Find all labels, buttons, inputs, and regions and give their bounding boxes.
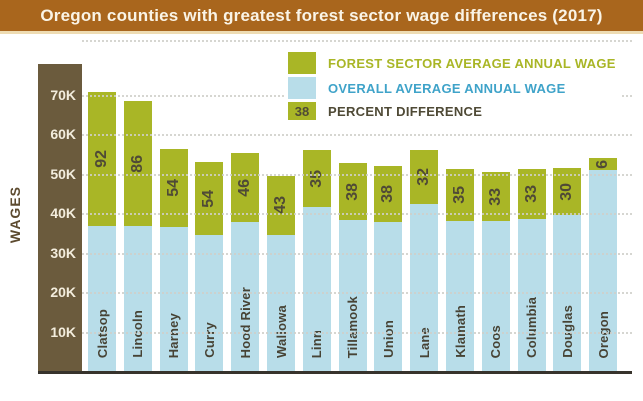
county-label-wrap-coos: Coos <box>482 221 510 358</box>
bar-forest-segment-hood-river: 46 <box>231 153 260 223</box>
percent-difference-label: 30 <box>558 182 576 201</box>
county-label: Coos <box>488 324 504 358</box>
bar-forest-segment-tillamook: 38 <box>338 162 367 221</box>
bar-forest-segment-wallowa: 43 <box>267 175 295 235</box>
legend-label-forest: FOREST SECTOR AVERAGE ANNUAL WAGE <box>328 55 616 71</box>
county-label-wrap-linn: Linn <box>303 207 331 358</box>
bar-forest-segment-columbia: 33 <box>517 169 546 220</box>
gridline-40K <box>82 213 632 215</box>
gridline-30K <box>82 252 632 255</box>
gridline-60K <box>82 134 632 136</box>
bar-overall-segment-clatsop <box>88 225 116 371</box>
y-tick-label: 20K <box>50 284 76 300</box>
legend-label-overall: OVERALL AVERAGE ANNUAL WAGE <box>328 80 566 96</box>
legend-label-percent: PERCENT DIFFERENCE <box>328 103 483 119</box>
bar-forest-segment-linn: 35 <box>302 149 331 208</box>
y-tick-label: 50K <box>50 165 76 182</box>
percent-difference-label: 92 <box>93 149 110 168</box>
percent-difference-label: 86 <box>128 154 146 173</box>
bar-overall-segment-columbia <box>517 219 546 371</box>
percent-difference-label: 38 <box>343 182 361 201</box>
county-label-wrap-oregon: Oregon <box>589 170 617 358</box>
county-label-wrap-tillamook: Tillamook <box>339 220 367 358</box>
gridline-20K <box>82 292 632 294</box>
bar-forest-segment-oregon: 6 <box>589 158 618 171</box>
county-label: Tillamook <box>345 295 361 358</box>
y-axis-title-wrap: WAGES <box>6 170 24 260</box>
county-label: Columbia <box>524 297 540 358</box>
county-label: Harney <box>166 312 182 358</box>
bar-forest-segment-lane: 32 <box>410 149 439 204</box>
county-label: Curry <box>201 322 217 358</box>
bar-overall-segment-lincoln <box>123 226 152 371</box>
percent-difference-label: 6 <box>594 159 612 169</box>
bar-overall-segment-linn <box>302 207 331 371</box>
y-axis-title: WAGES <box>7 186 23 244</box>
percent-difference-label: 32 <box>415 167 433 186</box>
percent-swatch-icon: 38 <box>288 102 316 120</box>
legend-row-forest: FOREST SECTOR AVERAGE ANNUAL WAGE <box>288 52 616 74</box>
plot-top-frame-line <box>82 40 632 42</box>
y-tick-label: 10K <box>50 323 76 340</box>
legend: FOREST SECTOR AVERAGE ANNUAL WAGE OVERAL… <box>286 50 622 122</box>
county-label-wrap-union: Union <box>374 222 402 358</box>
percent-difference-label: 54 <box>200 189 218 208</box>
chart-title-bar: Oregon counties with greatest forest sec… <box>0 0 643 34</box>
county-label: Lincoln <box>130 310 146 358</box>
bar-forest-segment-klamath: 35 <box>446 169 474 222</box>
percent-difference-label: 38 <box>379 185 397 204</box>
legend-row-percent: 38 PERCENT DIFFERENCE <box>288 102 616 120</box>
bar-overall-segment-klamath <box>446 221 474 371</box>
x-axis-line <box>38 371 632 374</box>
bar-forest-segment-harney: 54 <box>159 149 188 227</box>
bar-overall-segment-lane <box>410 203 439 371</box>
county-label-wrap-douglas: Douglas <box>553 215 581 358</box>
percent-difference-label: 35 <box>451 186 468 205</box>
county-label: Oregon <box>595 310 611 358</box>
bar-forest-segment-lincoln: 86 <box>123 101 152 227</box>
y-tick-label: 40K <box>50 205 76 221</box>
bar-forest-segment-clatsop: 92 <box>88 92 116 226</box>
percent-difference-label: 43 <box>272 196 289 215</box>
county-label-wrap-lane: Lane <box>410 204 438 358</box>
bar-overall-segment-wallowa <box>267 234 295 371</box>
gridline-50K <box>82 173 632 176</box>
percent-difference-label: 46 <box>236 178 254 197</box>
county-label: Hood River <box>237 286 253 358</box>
chart-title: Oregon counties with greatest forest sec… <box>40 5 603 25</box>
percent-difference-label: 33 <box>522 185 540 204</box>
county-label-wrap-klamath: Klamath <box>446 221 474 358</box>
percent-difference-label: 54 <box>164 179 182 197</box>
bar-overall-segment-union <box>374 222 403 371</box>
percent-difference-label: 35 <box>307 169 325 188</box>
y-tick-label: 30K <box>50 244 76 261</box>
county-label-wrap-columbia: Columbia <box>518 219 546 358</box>
gridline-10K <box>82 331 632 334</box>
bar-overall-segment-curry <box>195 235 224 371</box>
forest-swatch-icon <box>288 52 316 74</box>
y-tick-label: 70K <box>50 86 76 103</box>
bar-overall-segment-coos <box>481 221 510 371</box>
bar-overall-segment-hood-river <box>231 222 260 371</box>
bar-overall-segment-oregon <box>589 170 618 371</box>
bar-overall-segment-tillamook <box>338 220 367 371</box>
county-label: Union <box>380 320 396 358</box>
county-label: Linn <box>309 329 325 358</box>
county-label-wrap-hood-river: Hood River <box>231 222 259 358</box>
percent-difference-label: 33 <box>486 187 504 206</box>
bar-forest-segment-douglas: 30 <box>553 167 582 215</box>
y-axis-column <box>38 64 82 371</box>
bar-overall-segment-harney <box>159 226 188 371</box>
legend-row-overall: OVERALL AVERAGE ANNUAL WAGE <box>288 77 616 99</box>
y-tick-label: 60K <box>50 126 76 142</box>
overall-swatch-icon <box>288 77 316 99</box>
